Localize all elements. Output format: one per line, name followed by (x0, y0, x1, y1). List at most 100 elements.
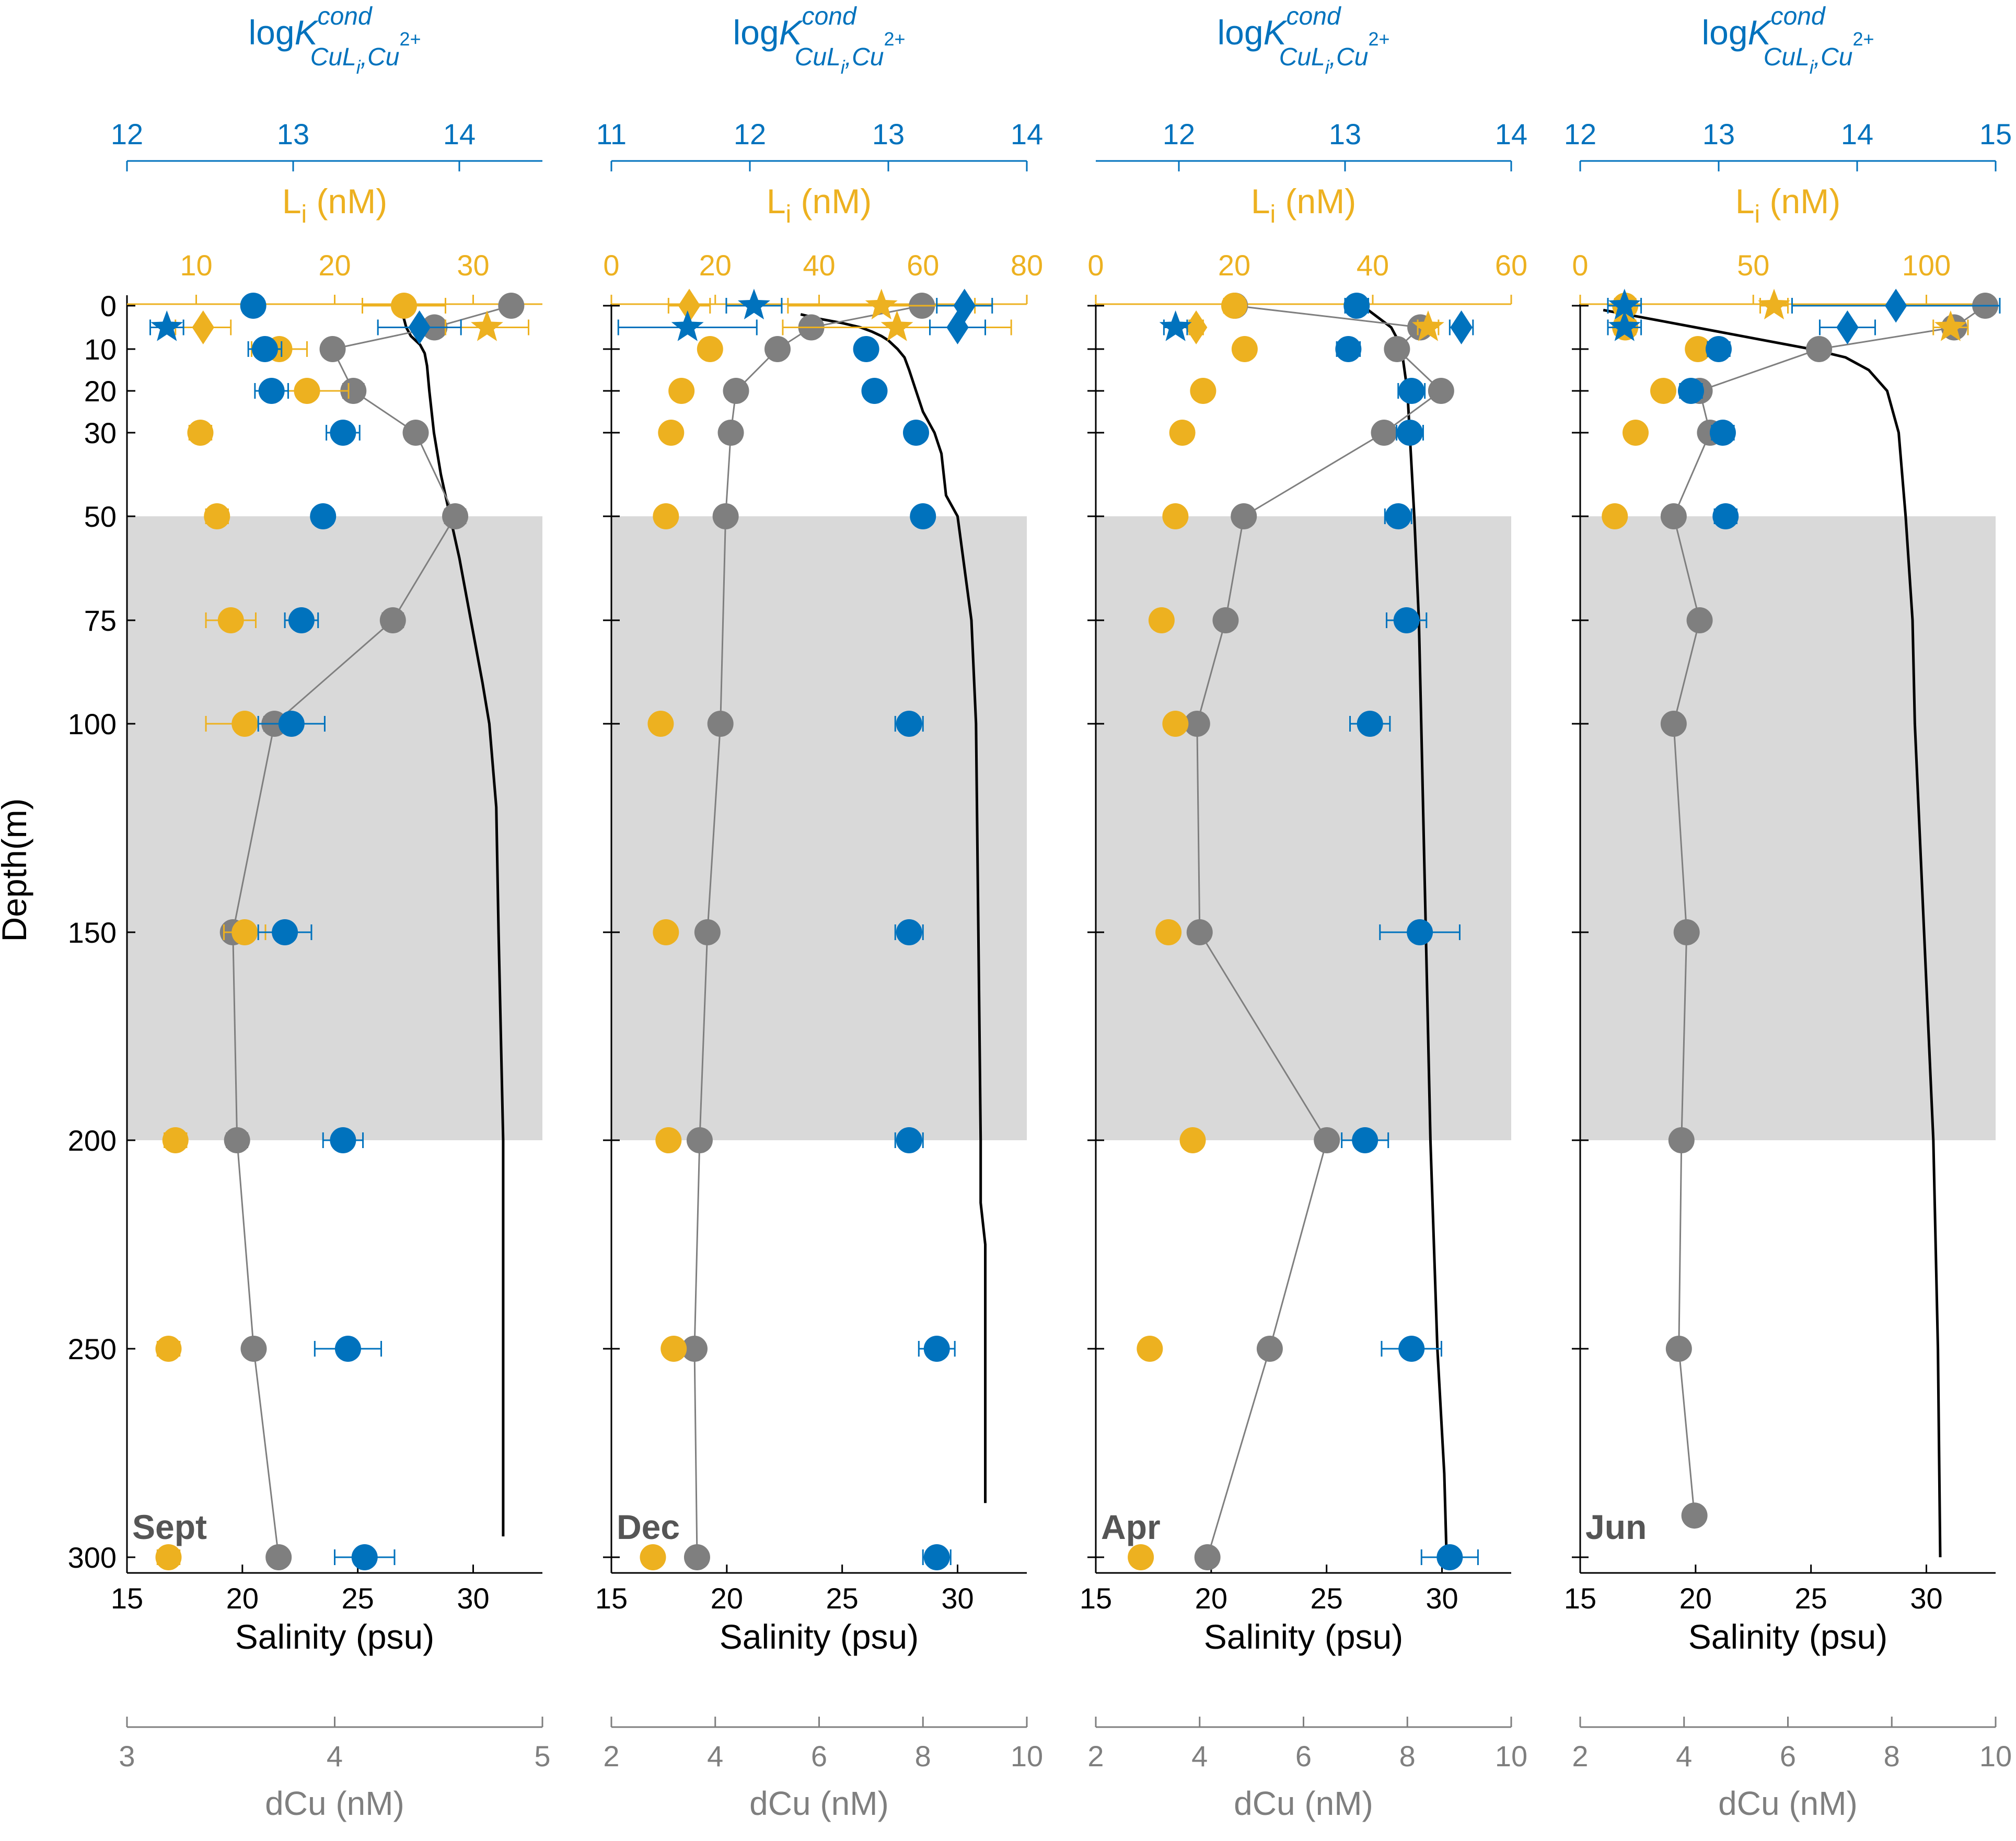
salinity-tick-label: 15 (111, 1582, 143, 1615)
li-label-sub: i (1755, 201, 1760, 228)
dcu-point (1186, 919, 1213, 945)
li-point-circle (1162, 503, 1189, 529)
logk-point-circle (1407, 919, 1433, 945)
dcu-point (1371, 420, 1397, 446)
li-point-circle (1137, 1336, 1163, 1362)
logk-label-sup2: 2+ (1852, 28, 1874, 50)
salinity-tick-label: 20 (226, 1582, 259, 1615)
logk-label-sub-cu: ,Cu (1329, 43, 1369, 71)
dcu-point (265, 1544, 292, 1570)
logk-label-sub-cu: ,Cu (1814, 43, 1853, 71)
dcu-point (1673, 919, 1700, 945)
logk-point-circle (334, 1336, 361, 1362)
logk-label-k: K (1264, 13, 1288, 52)
logk-label-log: log (733, 13, 779, 52)
li-point-circle (647, 711, 674, 737)
li-point-circle (668, 378, 695, 404)
logk-point-circle (1678, 378, 1704, 404)
li-point-circle (697, 336, 723, 362)
logk-point-circle (861, 378, 888, 404)
dcu-point (402, 420, 429, 446)
y-axis-label: Depth(m) (0, 798, 33, 942)
li-point-diamond (192, 310, 214, 344)
logk-tick-label: 13 (1702, 118, 1735, 150)
logk-point-star (738, 288, 770, 320)
logk-tick-label: 11 (596, 118, 627, 150)
li-point-circle (162, 1127, 189, 1153)
logk-point-circle (1397, 420, 1423, 446)
salinity-tick-label: 25 (1311, 1582, 1343, 1615)
logk-label-sub-i: i (1810, 56, 1814, 78)
li-label-unit: (nM) (307, 182, 387, 221)
li-point-circle (1650, 378, 1676, 404)
depth-tick-label: 20 (84, 375, 117, 408)
logk-point-circle (330, 420, 356, 446)
month-label: Jun (1585, 1508, 1647, 1546)
li-point-circle (155, 1544, 182, 1570)
li-tick-label: 100 (1902, 249, 1951, 282)
dcu-tick-label: 2 (1087, 1740, 1104, 1773)
li-point-circle (187, 420, 214, 446)
depth-tick-label: 100 (68, 708, 117, 740)
logk-point-circle (1706, 336, 1732, 362)
logk-point-circle (896, 919, 922, 945)
li-axis-label: Li (nM) (767, 182, 872, 228)
panel-dec: 15 20 25 30 Salinity (psu) 2 4 6 8 10 dCu (nM) 11 12… (595, 3, 1043, 1822)
depth-tick-label: 10 (84, 333, 117, 366)
logk-point-circle (923, 1544, 950, 1570)
dcu-point (1686, 607, 1713, 633)
dcu-point (683, 1544, 710, 1570)
dcu-tick-label: 3 (119, 1740, 135, 1773)
dcu-tick-label: 5 (534, 1740, 550, 1773)
salinity-tick-label: 30 (1910, 1582, 1942, 1615)
month-label: Dec (617, 1508, 680, 1546)
dcu-tick-label: 6 (811, 1740, 827, 1773)
dcu-profile-line (1673, 305, 1986, 1516)
li-tick-label: 30 (457, 249, 489, 282)
logk-label-sup: cond (1287, 3, 1341, 30)
depth-tick-label: 150 (68, 916, 117, 949)
logk-point-diamond (1836, 310, 1859, 344)
dcu-point (1681, 1502, 1708, 1529)
logk-point-circle (310, 503, 337, 529)
logk-label-sub-i: i (356, 56, 361, 78)
dcu-point (379, 607, 406, 633)
logk-point-star (671, 310, 704, 341)
salinity-axis-label: Salinity (psu) (1204, 1617, 1403, 1656)
dcu-profile-line (232, 305, 512, 1558)
dcu-point (707, 711, 734, 737)
salinity-tick-label: 15 (1564, 1582, 1596, 1615)
logk-point-circle (258, 378, 285, 404)
li-tick-label: 0 (603, 249, 619, 282)
li-tick-label: 80 (1011, 249, 1043, 282)
dcu-point (1660, 503, 1687, 529)
li-point-circle (1148, 607, 1175, 633)
logk-tick-label: 12 (1163, 118, 1195, 150)
dcu-axis-label: dCu (nM) (265, 1785, 404, 1822)
logk-label-sub-i: i (1325, 56, 1330, 78)
depth-tick-label: 300 (68, 1541, 117, 1574)
month-label: Apr (1101, 1508, 1161, 1546)
logk-point-circle (1357, 711, 1383, 737)
dcu-point (1314, 1127, 1340, 1153)
li-label-main: L (1251, 182, 1270, 221)
depth-tick-label: 200 (68, 1124, 117, 1157)
logk-tick-label: 12 (1564, 118, 1596, 150)
dcu-point (723, 378, 749, 404)
dcu-tick-label: 10 (1979, 1740, 2012, 1773)
li-axis-label: Li (nM) (282, 182, 387, 228)
li-point-circle (1128, 1544, 1154, 1570)
li-tick-label: 60 (1495, 249, 1527, 282)
dcu-point (712, 503, 739, 529)
dcu-point (224, 1127, 250, 1153)
depth-tick-label: 250 (68, 1333, 117, 1365)
dcu-point (1665, 1336, 1692, 1362)
li-tick-label: 40 (1357, 249, 1389, 282)
logk-label-sub-i: i (841, 56, 845, 78)
salinity-tick-label: 20 (711, 1582, 743, 1615)
dcu-point (686, 1127, 713, 1153)
dcu-tick-label: 4 (1191, 1740, 1208, 1773)
li-point-circle (658, 420, 685, 446)
logk-tick-label: 14 (443, 118, 476, 150)
